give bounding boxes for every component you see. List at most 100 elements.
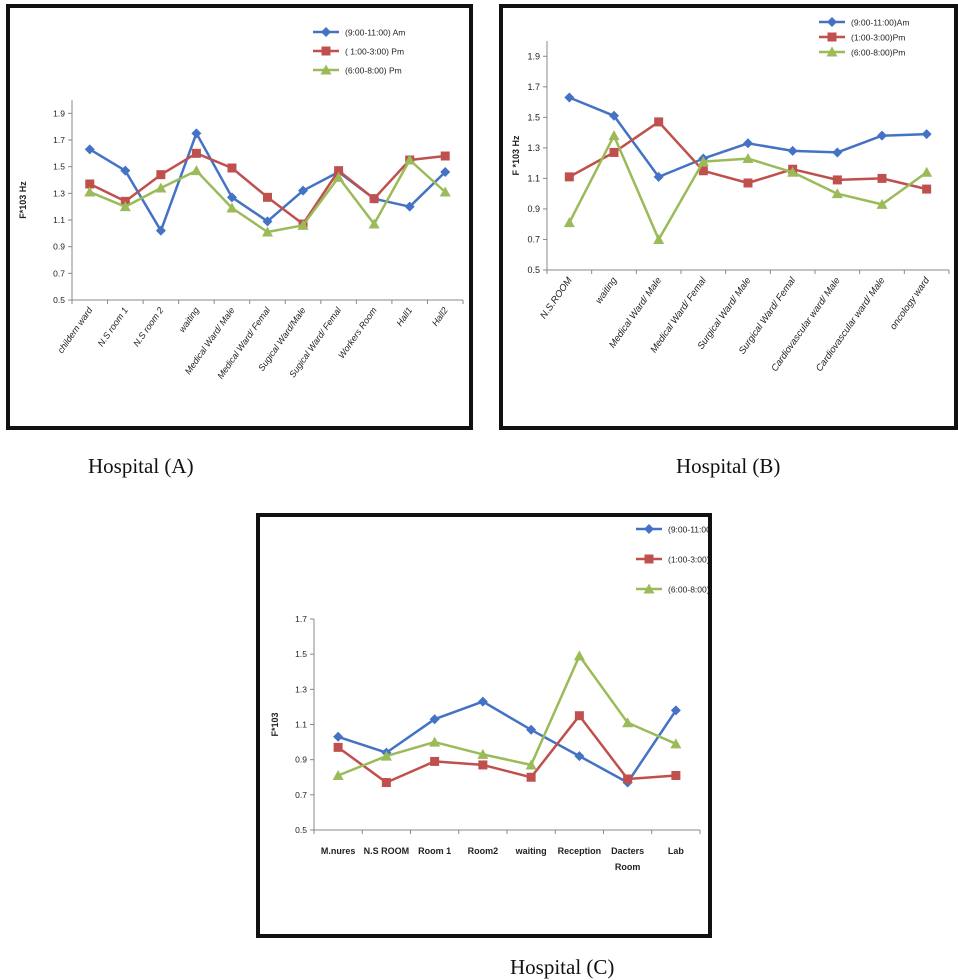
x-tick-label: Room [615,862,641,872]
series-line [568,134,928,241]
y-axis-title: F *103 Hz [511,135,521,176]
data-point [226,202,238,213]
legend-marker [321,46,331,56]
data-point [609,110,619,121]
x-tick-label: Room2 [468,846,499,856]
y-tick-label: 0.7 [295,790,307,800]
x-tick-label: childern ward [56,305,95,355]
data-point [333,731,344,742]
caption-hospital-a: Hospital (A) [88,454,194,478]
data-point [877,130,887,141]
data-point [478,760,488,770]
x-tick-label: Workers Room [336,305,379,360]
data-point [697,156,709,167]
data-point [429,736,441,747]
data-point [156,170,166,180]
y-tick-label: 1.7 [53,135,65,145]
legend-label: (6:00-8:00)Pm [851,48,905,58]
legend-marker [643,583,655,594]
series-line [89,152,446,226]
data-point [832,175,842,185]
data-point [671,770,681,780]
data-point [832,147,843,158]
data-point [743,138,753,149]
data-point [574,711,584,721]
x-tick-label: Dacters [611,846,644,856]
data-point [743,178,753,188]
data-point [334,166,344,176]
legend-marker [321,27,331,37]
data-point [430,756,440,766]
x-tick-label: N.S ROOM [364,846,410,856]
data-point [787,145,798,156]
x-tick-label: N.S room 1 [96,305,130,348]
data-point [525,759,537,770]
data-point [439,186,451,197]
y-tick-label: 0.9 [53,242,65,252]
y-tick-label: 1.1 [53,215,65,225]
y-tick-label: 1.3 [527,143,540,153]
x-tick-label: N.S room 2 [131,305,165,348]
legend-label: ( 1:00-3:00) Pm [345,47,404,57]
y-tick-label: 1.3 [295,684,307,694]
data-point [263,192,272,202]
y-tick-label: 0.5 [295,825,307,835]
x-tick-label: M.nures [321,846,356,856]
series-line [89,132,447,232]
legend-label: (1:00-3:00)Pm [851,33,905,43]
data-point [262,216,273,227]
x-tick-label: Hall1 [394,305,414,328]
y-tick-label: 1.5 [53,162,65,172]
data-point [333,171,345,182]
y-axis-title: F*103 Hz [18,181,28,219]
chart-a-svg: 0.5 0.7 0.9 1.1 1.3 1.5 1.7 1.9 F*103 Hz childern… [18,27,464,381]
series-a-1 [84,128,451,236]
data-point [380,750,392,761]
data-point [120,165,131,176]
data-point [440,151,450,161]
series-a-2 [85,148,450,229]
series-line [568,96,927,179]
x-tick-label: waiting [177,305,201,334]
data-point [564,92,575,103]
data-point [654,117,664,127]
y-axis-title: F*103 [270,712,280,736]
series-line [337,700,677,784]
data-point [332,769,344,780]
data-point [429,714,440,725]
y-tick-label: 1.5 [527,112,540,122]
data-point [670,705,681,716]
data-point [921,129,932,140]
legend-marker [827,17,837,27]
chart-panel-b: 0.5 0.7 0.9 1.1 1.3 1.5 1.7 1.9 F *103 Hz N.S.ROO… [499,4,958,430]
caption-hospital-b: Hospital (B) [676,454,781,478]
data-point [404,201,415,212]
data-point [563,217,575,228]
y-tick-label: 1.3 [53,188,65,198]
data-point [622,717,634,728]
data-point [653,233,665,244]
legend-marker [826,46,838,57]
data-point [922,184,932,194]
series-a-3 [84,154,451,237]
series-c-2 [333,711,681,788]
y-tick-label: 1.7 [295,614,307,624]
data-point [653,171,664,182]
y-tick-label: 1.1 [295,720,307,730]
data-point [119,201,131,212]
data-point [787,166,799,177]
y-tick-label: 1.5 [295,649,307,659]
y-tick-label: 0.7 [527,234,540,244]
x-tick-label: waiting [593,275,619,306]
x-tick-label: oncology ward [888,275,933,332]
legend-label: (9:00-11:00)Am [851,18,909,28]
data-point [477,696,488,707]
data-point [262,226,273,237]
y-tick-label: 1.9 [53,108,65,118]
data-point [227,163,237,173]
x-tick-label: Hall2 [430,305,450,328]
legend-label: (9:00-11:00) Am [345,28,405,38]
chart-b-svg: 0.5 0.7 0.9 1.1 1.3 1.5 1.7 1.9 F *103 Hz N.S.ROO… [511,17,950,374]
data-point [404,154,416,165]
x-tick-label: N.S.ROOM [538,275,575,321]
